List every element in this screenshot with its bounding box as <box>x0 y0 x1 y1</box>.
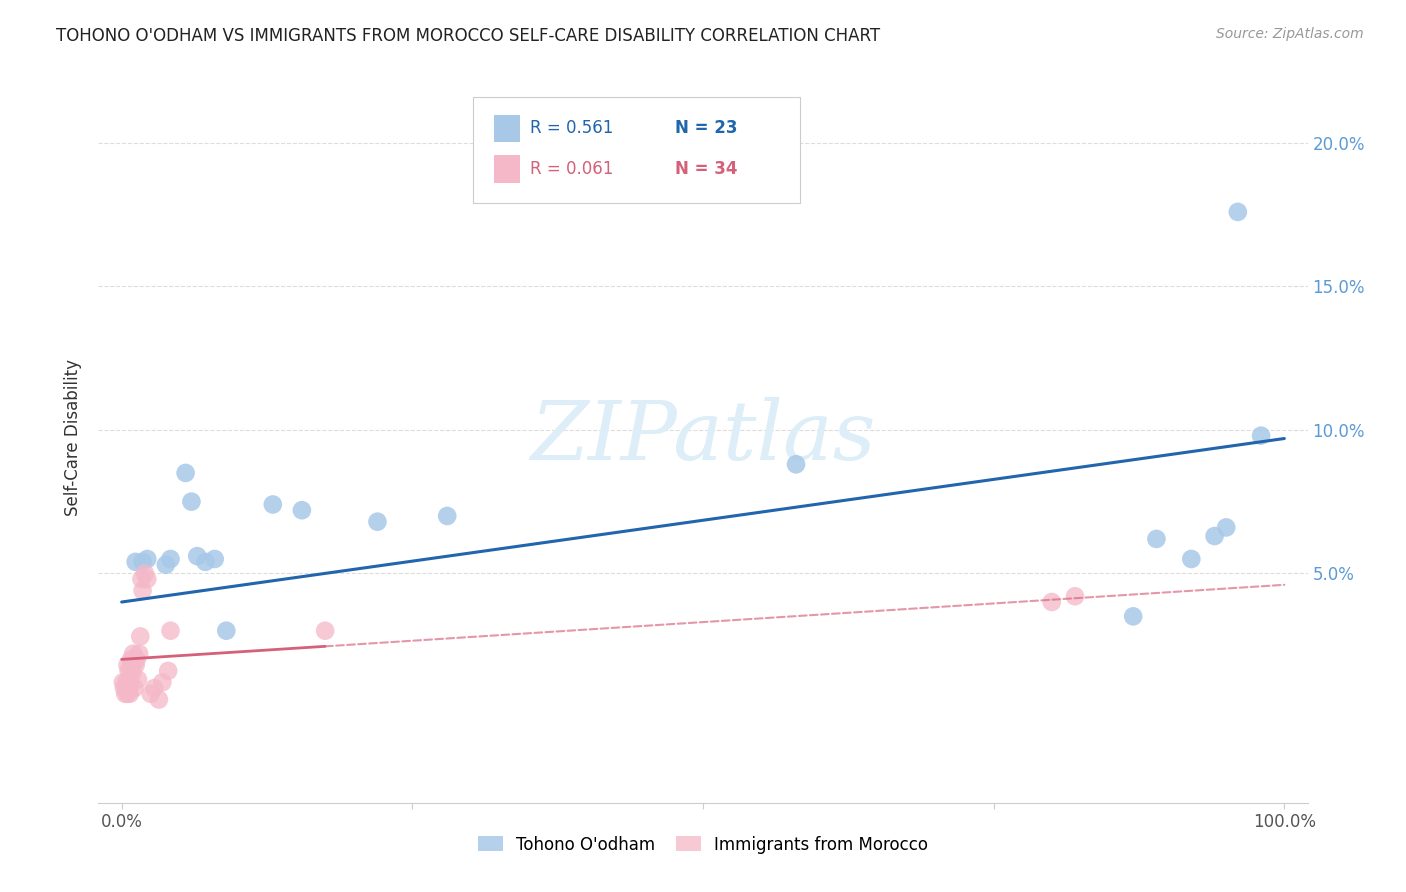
Point <box>117 658 139 673</box>
Point <box>124 681 146 695</box>
Point <box>136 552 159 566</box>
Point <box>117 687 139 701</box>
Point <box>1204 529 1226 543</box>
FancyBboxPatch shape <box>474 97 800 203</box>
Legend: Tohono O'odham, Immigrants from Morocco: Tohono O'odham, Immigrants from Morocco <box>471 829 935 860</box>
Point <box>1122 609 1144 624</box>
Point <box>136 572 159 586</box>
Point <box>128 647 150 661</box>
Text: Source: ZipAtlas.com: Source: ZipAtlas.com <box>1216 27 1364 41</box>
Point <box>121 666 143 681</box>
Point <box>291 503 314 517</box>
Point <box>131 572 153 586</box>
Point <box>1180 552 1202 566</box>
Point <box>118 675 141 690</box>
Point <box>120 652 142 666</box>
Point <box>314 624 336 638</box>
Point <box>115 675 138 690</box>
Point <box>785 458 807 472</box>
Point <box>111 675 134 690</box>
Point <box>150 675 173 690</box>
Point <box>186 549 208 563</box>
Point <box>1226 205 1249 219</box>
Text: R = 0.561: R = 0.561 <box>530 120 613 137</box>
Point <box>1144 532 1167 546</box>
Point <box>174 466 197 480</box>
Point <box>148 692 170 706</box>
Point <box>157 664 180 678</box>
Point <box>112 681 135 695</box>
Point <box>366 515 388 529</box>
Text: TOHONO O'ODHAM VS IMMIGRANTS FROM MOROCCO SELF-CARE DISABILITY CORRELATION CHART: TOHONO O'ODHAM VS IMMIGRANTS FROM MOROCC… <box>56 27 880 45</box>
Point <box>131 555 153 569</box>
Point <box>134 566 156 581</box>
Point <box>118 681 141 695</box>
Point <box>1040 595 1063 609</box>
Point <box>155 558 177 572</box>
Point <box>180 494 202 508</box>
Point <box>1250 428 1272 442</box>
Text: N = 23: N = 23 <box>675 120 738 137</box>
Point <box>129 629 152 643</box>
Point <box>124 658 146 673</box>
Point <box>122 658 145 673</box>
Point <box>159 552 181 566</box>
Point <box>204 552 226 566</box>
Point <box>436 508 458 523</box>
Point <box>1064 589 1087 603</box>
Point <box>194 555 217 569</box>
FancyBboxPatch shape <box>494 114 520 143</box>
Y-axis label: Self-Care Disability: Self-Care Disability <box>65 359 83 516</box>
Text: ZIPatlas: ZIPatlas <box>530 397 876 477</box>
FancyBboxPatch shape <box>494 155 520 183</box>
Point <box>139 687 162 701</box>
Point <box>120 658 142 673</box>
Text: N = 34: N = 34 <box>675 161 738 178</box>
Point <box>124 555 146 569</box>
Point <box>215 624 238 638</box>
Point <box>127 673 149 687</box>
Point <box>131 583 153 598</box>
Point <box>125 652 148 666</box>
Point <box>262 498 284 512</box>
Point <box>114 687 136 701</box>
Point <box>1215 520 1237 534</box>
Point <box>118 664 141 678</box>
Point <box>159 624 181 638</box>
Point <box>143 681 166 695</box>
Point <box>118 687 141 701</box>
Point <box>122 647 145 661</box>
Text: R = 0.061: R = 0.061 <box>530 161 613 178</box>
